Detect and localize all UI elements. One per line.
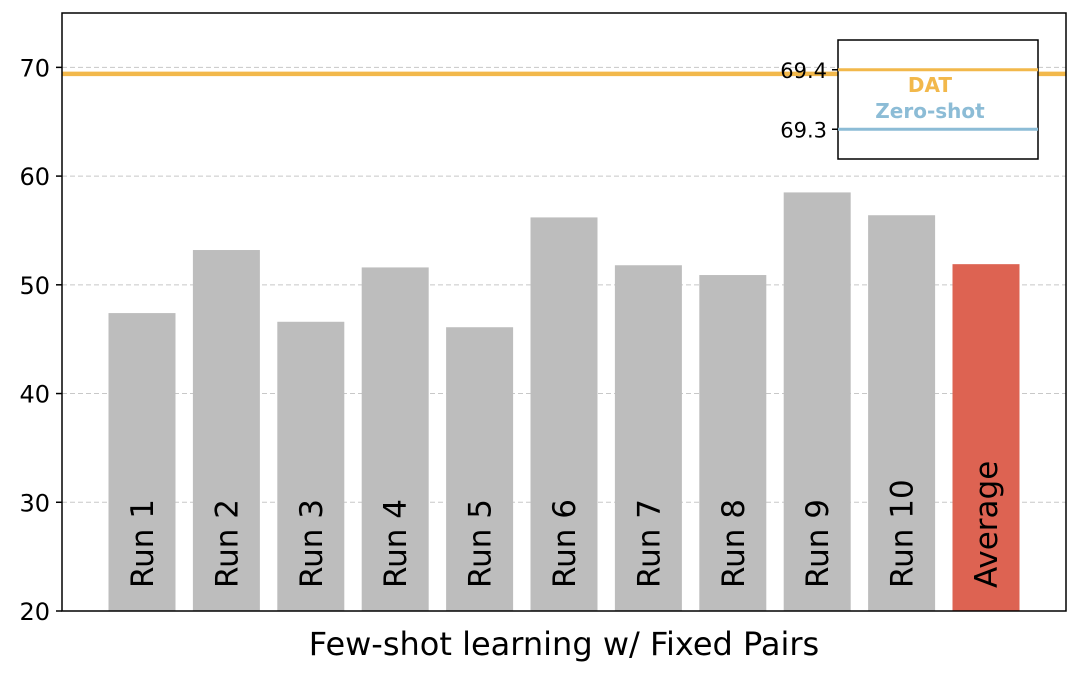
y-tick-label: 20 (19, 598, 50, 626)
bar-labels: Run 1 Run 2 Run 3 Run 4 Run 5 Run 6 Run 7 Run 8… (125, 461, 1005, 588)
bar (361, 267, 429, 611)
bar (192, 250, 260, 611)
bar-label: Run 6 (547, 499, 583, 588)
bar (952, 264, 1020, 611)
inset-frame (837, 39, 1039, 160)
bar-label: Run 7 (631, 499, 667, 588)
bar (868, 215, 936, 611)
bar (699, 275, 767, 611)
inset-tick-label: 69.4 (780, 59, 827, 83)
bar (108, 313, 176, 611)
y-tick-label: 50 (19, 272, 50, 300)
bar (446, 327, 514, 611)
bar-label: Run 2 (209, 499, 245, 588)
bar-label: Run 5 (463, 499, 499, 588)
bar (783, 192, 851, 611)
bar-label: Run 3 (294, 499, 330, 588)
bar (614, 265, 682, 611)
bar (530, 217, 598, 611)
x-axis-label: Few-shot learning w/ Fixed Pairs (309, 625, 819, 663)
bar (277, 321, 345, 611)
inset-legend-dat: DAT (908, 73, 953, 97)
y-tick-label: 70 (19, 54, 50, 82)
y-tick-label: 30 (19, 489, 50, 517)
bar-label: Run 4 (378, 499, 414, 588)
bar-label: Average (969, 461, 1005, 588)
y-tick-label: 60 (19, 163, 50, 191)
y-axis-ticks: 20 30 40 50 60 70 (19, 54, 62, 626)
plot-frame (61, 12, 1067, 612)
bar-label: Run 10 (885, 479, 921, 588)
bar-label: Run 1 (125, 499, 161, 588)
bar-label: Run 8 (716, 499, 752, 588)
y-tick-label: 40 (19, 381, 50, 409)
inset-legend-zero-shot: Zero-shot (875, 99, 985, 123)
inset-tick-label: 69.3 (780, 118, 827, 142)
bar-label: Run 9 (800, 499, 836, 588)
bars (108, 192, 1020, 611)
